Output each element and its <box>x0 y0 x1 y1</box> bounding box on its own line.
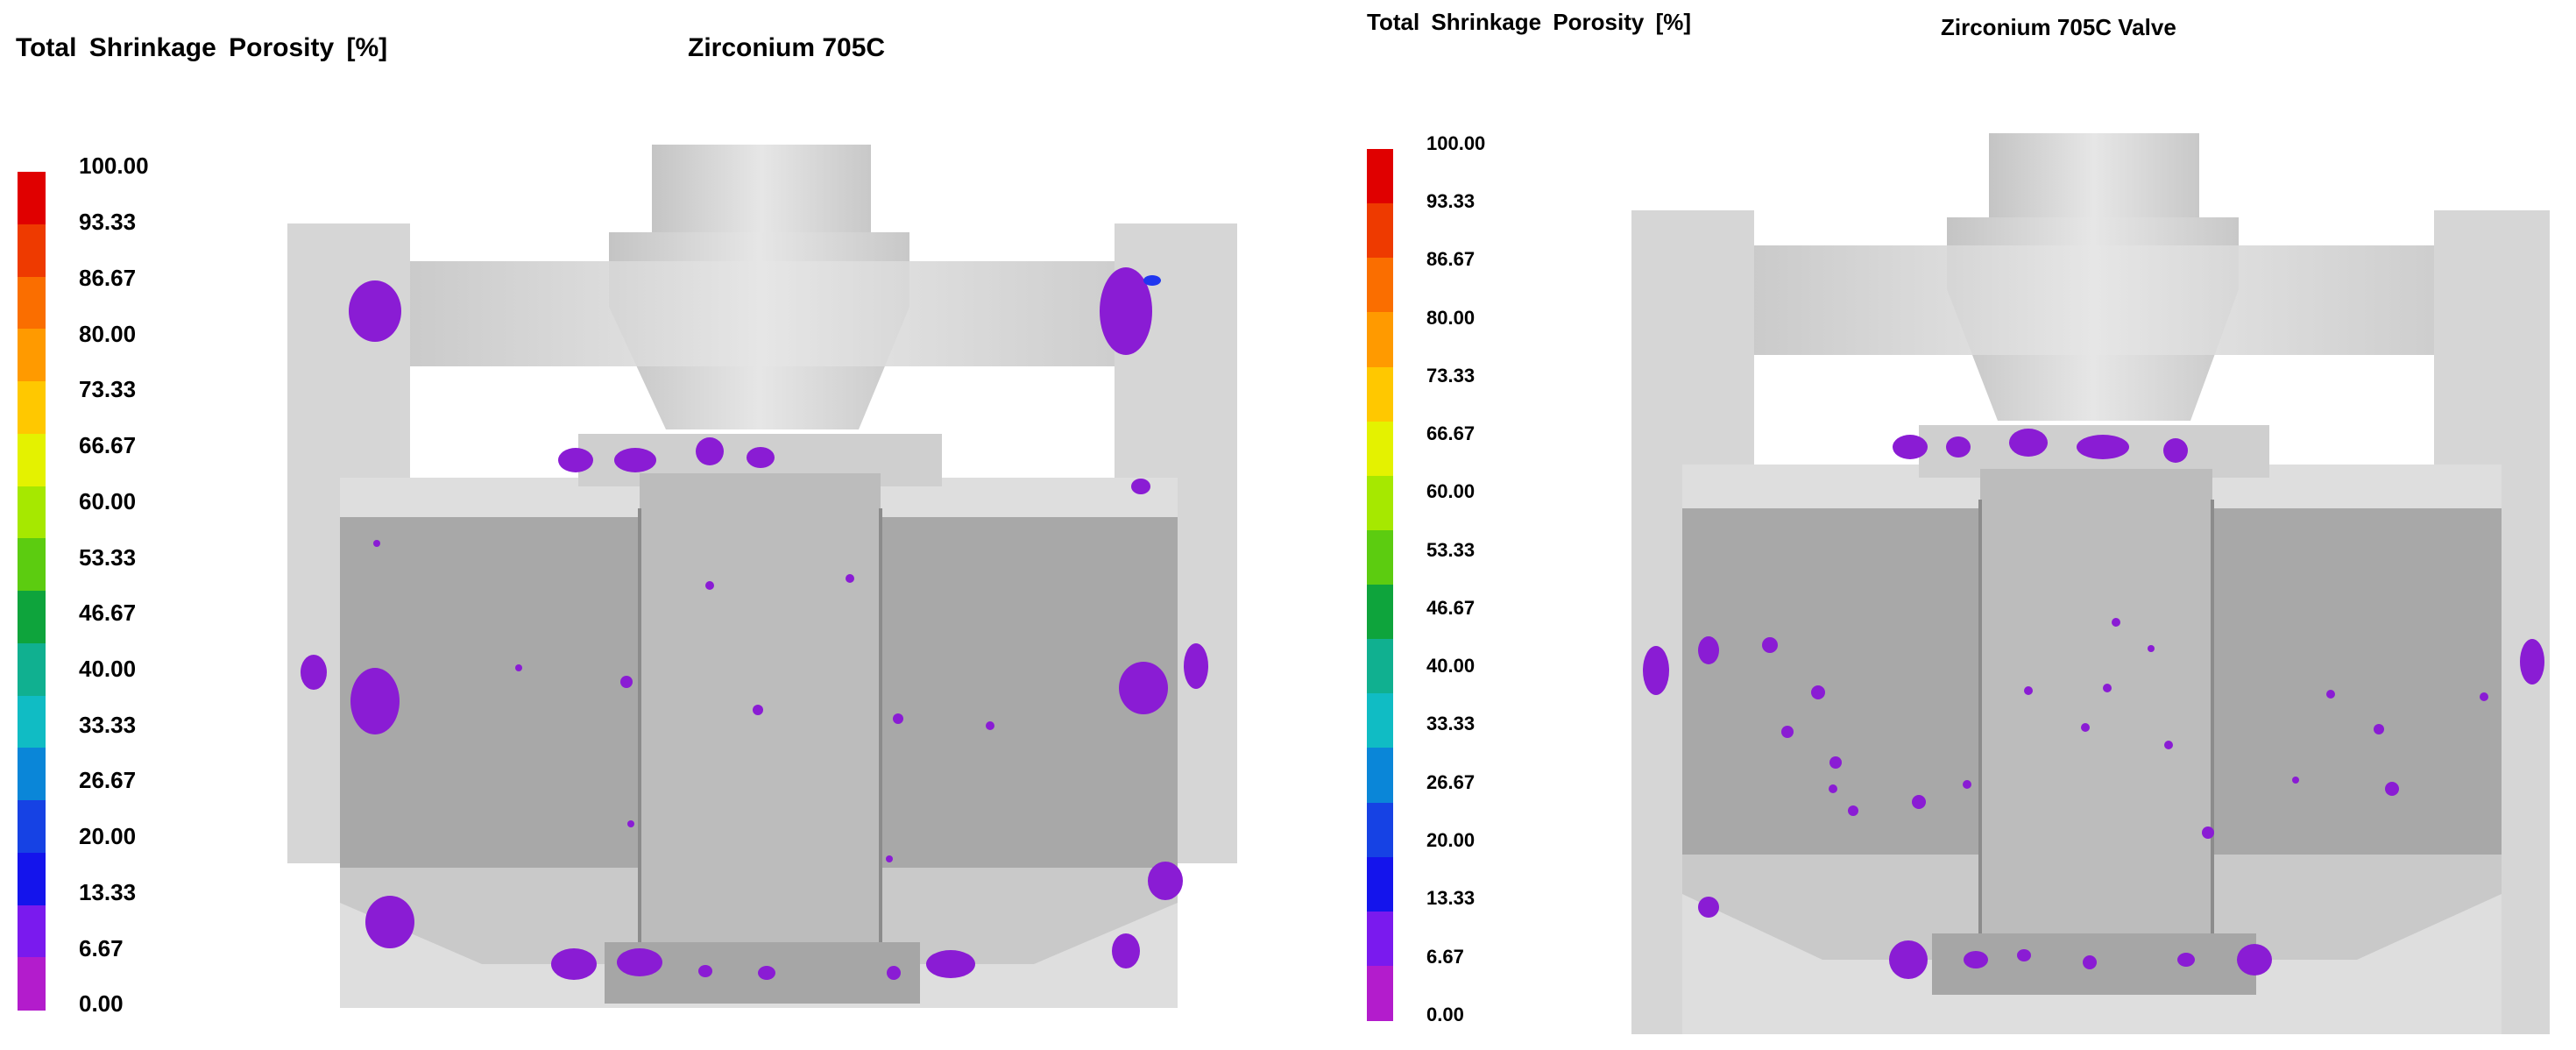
scale-label: 33.33 <box>79 711 137 738</box>
scale-swatch <box>18 695 46 749</box>
scale-label: 20.00 <box>1426 829 1476 851</box>
scale-swatch <box>1367 748 1393 804</box>
color-scale-bar <box>18 172 46 1011</box>
scale-swatch <box>18 748 46 801</box>
scale-swatch <box>1367 258 1393 314</box>
scale-swatch <box>18 957 46 1011</box>
scale-swatch <box>1367 366 1393 422</box>
scale-label: 73.33 <box>1426 364 1476 387</box>
porosity-regions <box>1643 429 2544 979</box>
scale-label: 46.67 <box>1426 596 1476 619</box>
scale-swatch <box>18 905 46 959</box>
scale-swatch <box>18 223 46 278</box>
scale-label: 20.00 <box>79 823 137 850</box>
scale-label: 40.00 <box>79 656 137 682</box>
center-column <box>1980 469 2212 995</box>
scale-swatch <box>1367 312 1393 368</box>
left-panel: Total Shrinkage Porosity [%] Zirconium 7… <box>16 33 1237 1018</box>
scale-swatch <box>18 538 46 592</box>
scale-label: 80.00 <box>1426 306 1476 329</box>
sprue-top <box>1989 133 2199 221</box>
center-column <box>640 473 881 999</box>
casting-render <box>287 145 1237 1008</box>
simulation-title: Zirconium 705C Valve <box>1941 14 2176 40</box>
scale-label: 46.67 <box>79 599 137 627</box>
scale-label: 66.67 <box>1426 422 1476 445</box>
scale-label: 93.33 <box>1426 190 1476 213</box>
right-panel: Total Shrinkage Porosity [%] Zirconium 7… <box>1288 0 2576 1050</box>
scale-swatch <box>1367 802 1393 858</box>
scale-label: 93.33 <box>79 209 137 236</box>
scale-label: 26.67 <box>79 767 137 794</box>
scale-swatch <box>18 800 46 854</box>
scale-label: 13.33 <box>79 878 137 905</box>
scale-swatch <box>1367 856 1393 912</box>
legend-title: Total Shrinkage Porosity [%] <box>1367 9 1692 35</box>
scale-swatch <box>1367 475 1393 531</box>
runner-bar <box>1748 245 2440 355</box>
scale-label: 33.33 <box>1426 713 1476 735</box>
scale-swatch <box>1367 965 1393 1021</box>
scale-swatch <box>1367 639 1393 695</box>
scale-swatch <box>18 276 46 330</box>
scale-swatch <box>18 329 46 382</box>
scale-label: 60.00 <box>1426 480 1476 503</box>
scale-label: 86.67 <box>1426 248 1476 271</box>
scale-label: 53.33 <box>79 543 137 571</box>
scale-swatch <box>18 381 46 435</box>
scale-label: 0.00 <box>79 990 124 1018</box>
simulation-title: Zirconium 705C <box>688 33 886 62</box>
legend-title: Total Shrinkage Porosity [%] <box>16 33 388 62</box>
scale-label: 80.00 <box>79 320 137 347</box>
scale-swatch <box>1367 693 1393 749</box>
scale-label: 26.67 <box>1426 770 1476 793</box>
scale-swatch <box>1367 149 1393 205</box>
scale-label: 0.00 <box>1426 1003 1464 1025</box>
scale-label: 53.33 <box>1426 538 1476 561</box>
scale-label: 66.67 <box>79 432 137 459</box>
scale-swatch <box>1367 421 1393 477</box>
scale-label: 100.00 <box>79 153 149 180</box>
scale-label: 73.33 <box>79 376 137 403</box>
scale-swatch <box>1367 203 1393 259</box>
scale-label: 60.00 <box>79 487 137 514</box>
scale-swatch <box>1367 911 1393 967</box>
scale-swatch <box>18 642 46 697</box>
scale-label: 13.33 <box>1426 887 1476 910</box>
scale-swatch <box>1367 585 1393 641</box>
scale-swatch <box>18 591 46 644</box>
scale-swatch <box>18 486 46 540</box>
scale-label: 86.67 <box>79 264 137 291</box>
casting-render <box>1631 133 2550 1034</box>
scale-swatch <box>18 433 46 487</box>
scale-swatch <box>18 852 46 906</box>
color-scale-bar <box>1367 149 1393 1021</box>
porosity-regions <box>301 267 1208 980</box>
scale-swatch <box>18 172 46 225</box>
scale-label: 100.00 <box>1426 131 1486 154</box>
runner-bar <box>403 261 1122 366</box>
sprue-top <box>652 145 871 232</box>
scale-label: 40.00 <box>1426 655 1476 678</box>
scale-label: 6.67 <box>79 934 124 961</box>
scale-swatch <box>1367 529 1393 585</box>
scale-label: 6.67 <box>1426 945 1464 968</box>
